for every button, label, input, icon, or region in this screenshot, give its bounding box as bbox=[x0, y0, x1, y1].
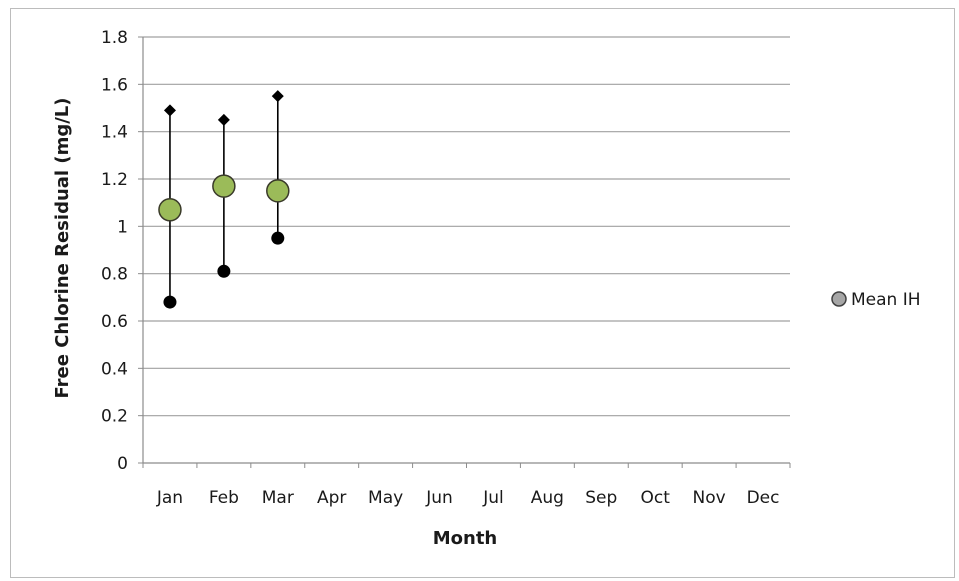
min-marker bbox=[217, 265, 230, 278]
y-tick-label: 0.8 bbox=[101, 265, 128, 285]
y-tick-labels: 0 0.2 0.4 0.6 0.8 1 1.2 1.4 1.6 1.8 bbox=[101, 28, 128, 474]
y-axis-title: Free Chlorine Residual (mg/L) bbox=[52, 98, 73, 399]
legend: Mean IH bbox=[832, 290, 921, 310]
x-tick-label: Mar bbox=[262, 488, 294, 508]
mean-ih-marker bbox=[267, 180, 289, 202]
max-marker bbox=[164, 104, 176, 116]
axis-layer bbox=[138, 37, 790, 468]
y-tick-label: 1.4 bbox=[101, 123, 128, 143]
y-tick-label: 1.2 bbox=[101, 170, 128, 190]
max-marker bbox=[272, 90, 284, 102]
x-tick-label: Dec bbox=[747, 488, 780, 508]
x-tick-label: Aug bbox=[531, 488, 564, 508]
x-tick-label: Apr bbox=[317, 488, 346, 508]
x-tick-label: Oct bbox=[641, 488, 671, 508]
min-marker bbox=[271, 232, 284, 245]
y-tick-label: 1 bbox=[117, 217, 128, 237]
x-tick-label: May bbox=[368, 488, 403, 508]
y-tick-label: 0.6 bbox=[101, 312, 128, 332]
max-marker bbox=[218, 114, 230, 126]
x-tick-label: Jan bbox=[156, 488, 183, 508]
y-tick-label: 1.8 bbox=[101, 28, 128, 48]
marks-layer bbox=[159, 90, 289, 308]
x-tick-label: Feb bbox=[209, 488, 239, 508]
grid-layer bbox=[143, 37, 790, 416]
legend-mean-ih-label: Mean IH bbox=[851, 290, 921, 310]
min-marker bbox=[163, 296, 176, 309]
y-tick-label: 0 bbox=[117, 454, 128, 474]
mean-ih-marker bbox=[213, 175, 235, 197]
x-tick-label: Jul bbox=[482, 488, 504, 508]
y-tick-label: 0.2 bbox=[101, 407, 128, 427]
x-tick-label: Jun bbox=[425, 488, 453, 508]
legend-mean-ih-marker bbox=[832, 292, 846, 306]
x-axis-title: Month bbox=[433, 528, 498, 549]
x-tick-labels: Jan Feb Mar Apr May Jun Jul Aug Sep Oct Nov Dec bbox=[156, 488, 780, 508]
x-tick-label: Sep bbox=[585, 488, 617, 508]
y-tick-label: 0.4 bbox=[101, 359, 128, 379]
x-tick-label: Nov bbox=[693, 488, 726, 508]
mean-ih-marker bbox=[159, 199, 181, 221]
y-tick-label: 1.6 bbox=[101, 75, 128, 95]
